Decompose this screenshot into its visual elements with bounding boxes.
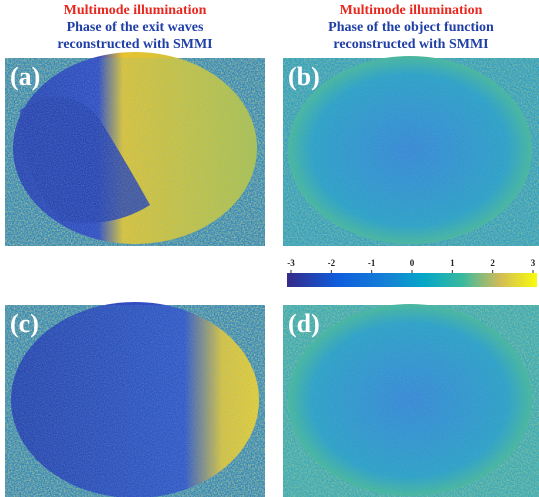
column-header-right: Multimode illumination Phase of the obje… — [328, 3, 494, 52]
header-line: reconstructed with SMMI — [333, 37, 488, 52]
figure: Multimode illumination Phase of the exit… — [0, 0, 539, 497]
colorbar-tick-label: -2 — [328, 258, 336, 268]
panel-c: (c) — [5, 302, 265, 497]
colorbar: -3 -2 -1 0 1 2 3 — [287, 258, 537, 287]
colorbar-tick-label: -1 — [368, 258, 376, 268]
colorbar-tick-label: 3 — [531, 258, 536, 268]
panel-label: (b) — [288, 62, 320, 91]
header-line: Multimode illumination — [340, 3, 483, 18]
colorbar-tick-label: 2 — [490, 258, 495, 268]
colorbar-tick-label: 1 — [450, 258, 455, 268]
panel-a: (a) — [5, 52, 265, 246]
header-line: Phase of the object function — [328, 20, 494, 35]
colorbar-tick-label: 0 — [410, 258, 415, 268]
colorbar-gradient — [287, 273, 537, 287]
panel-label: (a) — [10, 62, 40, 91]
column-header-left: Multimode illumination Phase of the exit… — [57, 3, 212, 52]
panel-label: (d) — [288, 309, 320, 338]
panel-d: (d) — [283, 304, 539, 497]
header-line: reconstructed with SMMI — [57, 37, 212, 52]
header-line: Phase of the exit waves — [67, 20, 204, 35]
colorbar-tick-label: -3 — [287, 258, 295, 268]
panel-b: (b) — [283, 56, 539, 246]
header-line: Multimode illumination — [64, 3, 207, 18]
panel-label: (c) — [10, 309, 39, 338]
